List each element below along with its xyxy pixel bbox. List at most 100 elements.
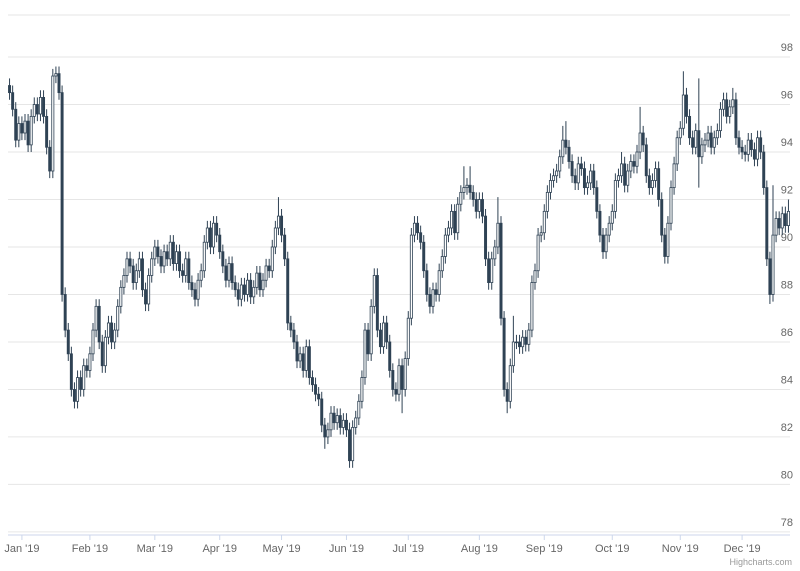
candle-body <box>703 139 707 146</box>
candle-body <box>765 187 769 260</box>
candle-body <box>604 234 608 253</box>
candle-body <box>199 270 203 281</box>
candle-body <box>564 139 568 148</box>
candle-body <box>110 322 114 343</box>
candle-body <box>573 175 577 184</box>
candle-body <box>341 419 345 428</box>
candle-body <box>391 370 395 390</box>
candle-body <box>688 115 692 139</box>
candle-body <box>589 170 593 184</box>
candle-body <box>518 341 522 348</box>
candle-body <box>128 258 132 267</box>
candle-body <box>521 336 525 348</box>
candle-body <box>230 263 234 283</box>
candle-body <box>728 106 732 117</box>
candle-body <box>425 270 429 295</box>
y-tick-label: 84 <box>781 374 793 386</box>
candle-body <box>530 282 534 331</box>
candle-body <box>406 317 410 359</box>
candle-body <box>48 146 52 172</box>
candle-body <box>669 187 673 224</box>
candle-body <box>471 191 475 200</box>
candle-body <box>79 377 83 390</box>
candle-body <box>598 210 602 236</box>
candle-body <box>700 144 704 158</box>
candle-body <box>657 168 661 200</box>
candle-body <box>249 279 253 298</box>
candle-body <box>542 210 546 234</box>
candle-body <box>218 234 222 253</box>
candle-body <box>777 218 781 229</box>
candle-body <box>335 415 339 424</box>
y-tick-label: 94 <box>781 137 793 149</box>
credits[interactable]: Highcharts.com <box>729 557 792 567</box>
candle-body <box>487 258 491 283</box>
y-tick-label: 90 <box>781 232 793 244</box>
candle-body <box>403 358 407 390</box>
candle-body <box>694 130 698 148</box>
y-tick-label: 80 <box>781 469 793 481</box>
candle-body <box>706 132 710 141</box>
candle-body <box>372 275 376 307</box>
candle-body <box>524 336 528 345</box>
candle-body <box>150 258 154 276</box>
candle-body <box>137 258 141 272</box>
candle-body <box>23 120 27 134</box>
candle-body <box>480 199 484 217</box>
candle-body <box>119 286 123 307</box>
candle-body <box>743 151 747 155</box>
candle-body <box>484 215 488 260</box>
candle-body <box>419 232 423 243</box>
candle-body <box>499 222 503 319</box>
candle-body <box>332 412 336 424</box>
candle-body <box>165 251 169 260</box>
candle-body <box>298 353 302 362</box>
candle-body <box>595 187 599 212</box>
candle-body <box>400 365 404 390</box>
candle-body <box>134 270 138 283</box>
candle-body <box>514 341 518 344</box>
x-tick-label: Nov '19 <box>662 543 699 555</box>
candle-body <box>620 163 624 177</box>
candle-body <box>113 329 117 343</box>
candle-body <box>82 365 86 390</box>
candle-body <box>431 289 435 307</box>
y-tick-label: 88 <box>781 279 793 291</box>
candle-body <box>153 246 157 260</box>
candle-body <box>771 234 775 295</box>
candle-body <box>283 234 287 260</box>
candle-body <box>221 251 225 267</box>
candle-body <box>459 191 463 205</box>
candle-body <box>610 210 614 224</box>
candle-body <box>443 234 447 257</box>
candle-body <box>280 215 284 236</box>
candle-body <box>691 137 695 148</box>
candle-body <box>654 168 658 181</box>
candle-body <box>38 96 42 115</box>
candle-body <box>616 175 620 181</box>
candle-body <box>539 232 543 236</box>
candle-body <box>354 417 358 428</box>
candle-body <box>57 73 61 94</box>
candle-body <box>607 222 611 236</box>
candle-body <box>273 227 277 248</box>
candle-body <box>768 258 772 295</box>
candle-body <box>555 170 559 177</box>
x-tick-label: Dec '19 <box>724 543 761 555</box>
candle-body <box>76 377 80 402</box>
candle-body <box>317 393 321 400</box>
candle-body <box>496 222 500 248</box>
candle-body <box>536 234 540 272</box>
candle-body <box>709 132 713 148</box>
candle-body <box>94 305 98 331</box>
candle-body <box>314 384 318 395</box>
candle-body <box>681 94 685 129</box>
candle-body <box>756 137 760 160</box>
candle-body <box>759 137 763 153</box>
candle-body <box>678 127 682 139</box>
candle-body <box>252 286 256 298</box>
candle-body <box>236 289 240 300</box>
candle-body <box>752 149 756 160</box>
candle-body <box>533 270 537 283</box>
candle-body <box>156 246 160 257</box>
